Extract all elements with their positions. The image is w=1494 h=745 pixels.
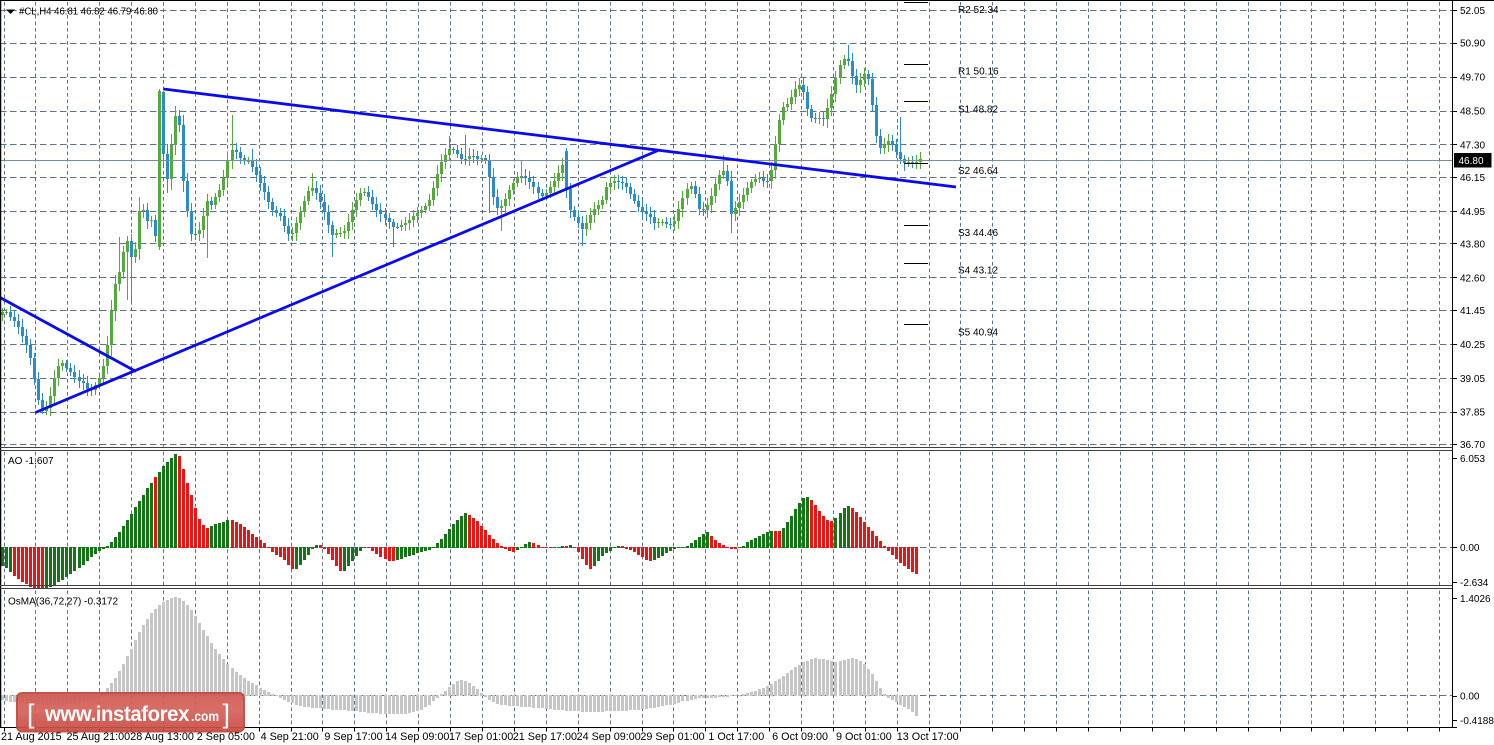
svg-text:39.05: 39.05: [1460, 374, 1485, 385]
svg-text:21 Aug 2015: 21 Aug 2015: [1, 731, 62, 743]
svg-text:50.90: 50.90: [1460, 39, 1485, 50]
svg-text:2 Sep 05:00: 2 Sep 05:00: [197, 731, 255, 743]
svg-text:0.00: 0.00: [1460, 543, 1480, 554]
svg-text:www.instaforex: www.instaforex: [44, 703, 190, 726]
svg-text:S5 40.94: S5 40.94: [958, 327, 998, 338]
svg-text:28 Aug 13:00: 28 Aug 13:00: [130, 731, 194, 743]
svg-text:42.60: 42.60: [1460, 273, 1485, 284]
svg-text:9 Oct 01:00: 9 Oct 01:00: [836, 731, 892, 743]
svg-text:S2 46.64: S2 46.64: [958, 166, 998, 177]
svg-text:36.70: 36.70: [1460, 440, 1485, 451]
svg-text:6.053: 6.053: [1460, 454, 1485, 465]
svg-text:47.30: 47.30: [1460, 141, 1485, 152]
svg-text:1 Oct 17:00: 1 Oct 17:00: [708, 731, 764, 743]
svg-text:R2 52.34: R2 52.34: [958, 5, 999, 16]
svg-text:48.50: 48.50: [1460, 107, 1485, 118]
svg-text:52.05: 52.05: [1460, 6, 1485, 17]
svg-text:9 Sep 17:00: 9 Sep 17:00: [324, 731, 382, 743]
svg-text:1.4026: 1.4026: [1460, 594, 1491, 605]
svg-text:-2.634: -2.634: [1460, 578, 1489, 589]
svg-text:]: ]: [223, 699, 231, 729]
svg-text:4 Sep 21:00: 4 Sep 21:00: [261, 731, 319, 743]
svg-text:17 Sep 01:00: 17 Sep 01:00: [449, 731, 513, 743]
svg-text:#CL,H4 46.81 46.82 46.79 46.8: #CL,H4 46.81 46.82 46.79 46.80: [19, 6, 158, 18]
svg-text:46.80: 46.80: [1459, 156, 1484, 167]
svg-text:37.85: 37.85: [1460, 408, 1485, 419]
svg-text:25 Aug 21:00: 25 Aug 21:00: [66, 731, 130, 743]
svg-text:13 Oct 17:00: 13 Oct 17:00: [897, 731, 959, 743]
svg-text:43.80: 43.80: [1460, 239, 1485, 250]
svg-text:AO -1.607: AO -1.607: [8, 456, 54, 467]
svg-text:40.25: 40.25: [1460, 340, 1485, 351]
svg-text:OsMA(36,72,27) -0.3172: OsMA(36,72,27) -0.3172: [8, 597, 118, 608]
svg-text:49.70: 49.70: [1460, 73, 1485, 84]
svg-text:R1 50.16: R1 50.16: [958, 67, 999, 78]
svg-text:6 Oct 09:00: 6 Oct 09:00: [772, 731, 828, 743]
svg-text:24 Sep 09:00: 24 Sep 09:00: [577, 731, 641, 743]
svg-text:S3 44.46: S3 44.46: [958, 228, 998, 239]
svg-text:-0.4188: -0.4188: [1460, 716, 1494, 727]
svg-text:S4 43.12: S4 43.12: [958, 266, 998, 277]
svg-text:[: [: [27, 699, 35, 729]
svg-text:41.45: 41.45: [1460, 306, 1485, 317]
svg-text:.com: .com: [191, 709, 219, 724]
svg-text:46.15: 46.15: [1460, 173, 1485, 184]
svg-text:21 Sep 17:00: 21 Sep 17:00: [513, 731, 577, 743]
svg-text:S1 48.82: S1 48.82: [958, 105, 998, 116]
svg-text:14 Sep 09:00: 14 Sep 09:00: [385, 731, 449, 743]
svg-text:0.00: 0.00: [1460, 692, 1480, 703]
svg-text:44.95: 44.95: [1460, 207, 1485, 218]
svg-text:29 Sep 01:00: 29 Sep 01:00: [640, 731, 704, 743]
